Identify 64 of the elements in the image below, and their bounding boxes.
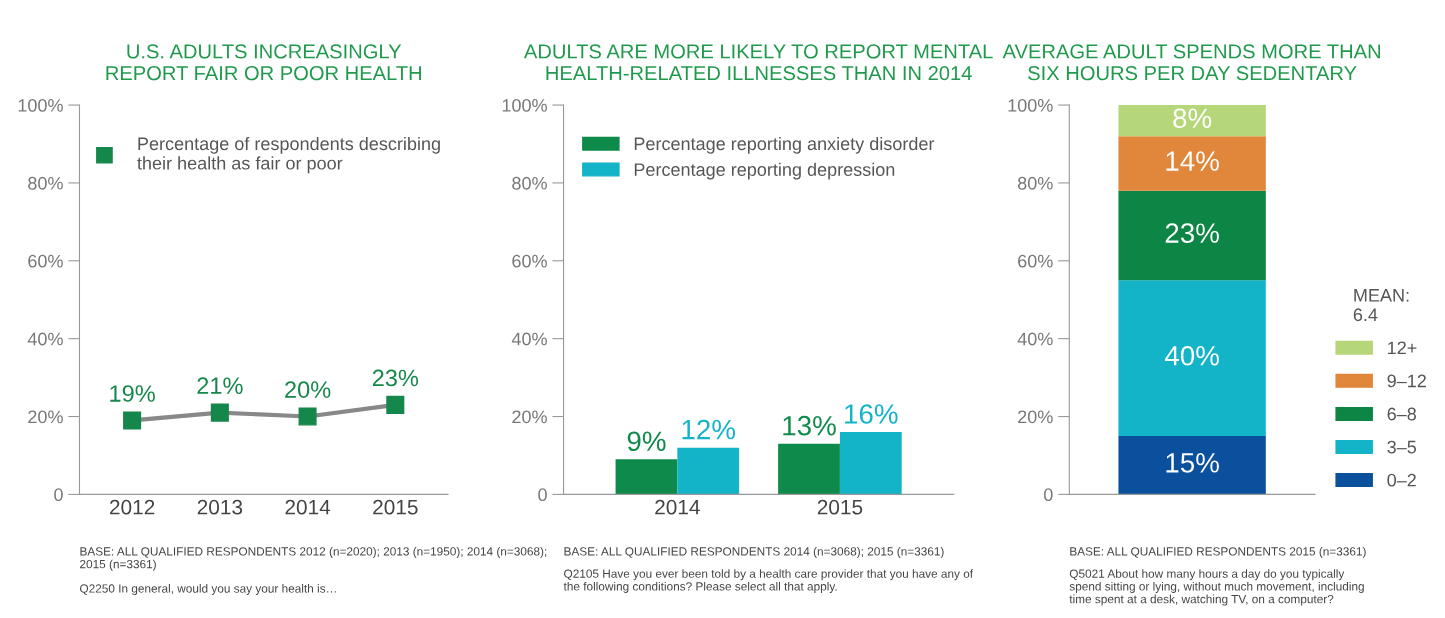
y-tick-label: 80%	[512, 176, 547, 190]
data-label: 20%	[285, 381, 331, 398]
y-tick-label: 60%	[512, 254, 547, 268]
data-label: 23%	[372, 369, 419, 387]
y-tick-label: 0	[538, 488, 547, 502]
legend-label: Percentage of respondents describing their health as fair or poor	[137, 136, 440, 174]
bar	[615, 459, 678, 495]
text: BASE: ALL QUALIFIED RESPONDENTS 2015 (n=3361)	[1070, 546, 1366, 558]
legend-label: Percentage reporting depression	[634, 162, 895, 180]
x-tick-label: 2014	[285, 499, 331, 515]
x-tick-label: 2012	[109, 499, 155, 515]
bar	[778, 443, 840, 495]
y-tick-label: 60%	[1018, 254, 1053, 268]
y-tick-label: 80%	[1017, 176, 1053, 190]
x-tick-label: 2014	[655, 499, 700, 515]
data-label: 13%	[783, 415, 836, 436]
chart-title: ADULTS ARE MORE LIKELY TO REPORT MENTAL HEALTH-RELATED ILLNESSES THAN IN 2014	[523, 44, 993, 81]
data-label: 21%	[197, 377, 243, 394]
data-label: 19%	[110, 385, 155, 402]
data-label: 40%	[1164, 345, 1219, 366]
y-tick-label: 20%	[1018, 410, 1053, 424]
data-label: 14%	[1166, 151, 1219, 171]
y-tick-label: 20%	[28, 410, 63, 424]
legend-label: 0–2	[1387, 473, 1416, 487]
legend-label: 12+	[1388, 341, 1417, 355]
text: Q2105 Have you ever been told by a health care provider that you have any of the following conditions? Please select all that apply.	[563, 569, 974, 593]
y-tick-label: 40%	[511, 332, 547, 346]
legend-label: 9–12	[1387, 374, 1426, 388]
legend-label: 3–5	[1387, 440, 1417, 454]
bar	[1118, 105, 1266, 137]
text: Q5021 About how many hours a day do you typically spend sitting or lying, without much movement, including time spent at a desk, watching TV, on a computer?	[1069, 569, 1364, 606]
y-tick-label: 100%	[18, 98, 63, 112]
y-tick-label: 40%	[27, 332, 63, 346]
chart-title: AVERAGE ADULT SPENDS MORE THAN SIX HOURS PER DAY SEDENTARY	[1002, 44, 1380, 81]
text: Q2250 In general, would you say your health is…	[80, 584, 336, 596]
bar	[1118, 136, 1266, 191]
chart-title: U.S. ADULTS INCREASINGLY REPORT FAIR OR POOR HEALTH	[106, 44, 421, 81]
bar	[1118, 190, 1266, 281]
bar	[1118, 280, 1266, 436]
x-tick-label: 2015	[817, 499, 863, 515]
x-tick-label: 2015	[373, 499, 418, 515]
data-label: 15%	[1166, 453, 1219, 473]
text: BASE: ALL QUALIFIED RESPONDENTS 2012 (n=2020); 2013 (n=1950); 2014 (n=3068); 2015 (n=3361)	[80, 546, 547, 571]
legend-label: Percentage reporting anxiety disorder	[634, 136, 935, 154]
data-label: 9%	[627, 431, 666, 452]
y-tick-label: 100%	[502, 98, 547, 112]
bar	[1118, 436, 1266, 495]
y-tick-label: 40%	[1017, 332, 1053, 346]
bar	[677, 447, 740, 495]
y-tick-label: 0	[1043, 488, 1053, 502]
legend-title: MEAN: 6.4	[1353, 289, 1409, 322]
data-label: 12%	[682, 419, 736, 440]
text: BASE: ALL QUALIFIED RESPONDENTS 2014 (n=3068); 2015 (n=3361)	[564, 546, 944, 558]
data-label: 23%	[1165, 223, 1219, 243]
x-tick-label: 2013	[197, 499, 243, 515]
y-tick-label: 60%	[28, 254, 63, 268]
y-tick-label: 100%	[1008, 98, 1053, 112]
bar	[839, 432, 902, 495]
y-tick-label: 20%	[512, 410, 547, 424]
data-label: 8%	[1173, 108, 1212, 129]
y-tick-label: 80%	[28, 176, 63, 190]
data-label: 16%	[845, 404, 898, 424]
y-tick-label: 0	[54, 488, 63, 502]
legend-label: 6–8	[1387, 407, 1417, 421]
